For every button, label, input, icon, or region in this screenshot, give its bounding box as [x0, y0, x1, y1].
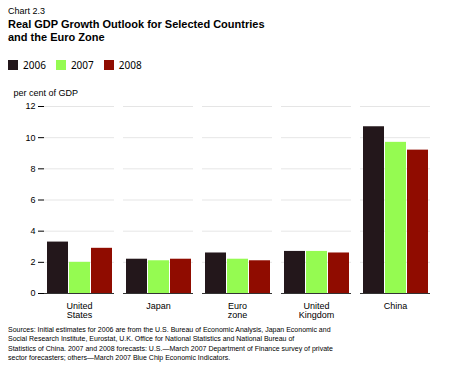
html-text:2008: 2008 [118, 57, 142, 72]
svg-text:UnitedKingdom: UnitedKingdom [299, 301, 335, 320]
svg-text:10: 10 [25, 133, 35, 143]
svg-text:China: China [384, 301, 408, 311]
html-text:Sources: Initial estimates for: Sources: Initial estimates for 2006 are … [8, 326, 333, 361]
svg-text:6: 6 [30, 195, 35, 205]
html-text:2007: 2007 [70, 57, 94, 72]
html-text:Chart 2.3: Chart 2.3 [8, 6, 45, 16]
html-text:2006: 2006 [23, 57, 46, 72]
html-text:Real GDP Growth Outlook for Se: Real GDP Growth Outlook for Selected Cou… [8, 18, 265, 44]
svg-text:per cent of GDP: per cent of GDP [14, 88, 79, 98]
svg-text:12: 12 [25, 102, 35, 112]
svg-text:2: 2 [30, 258, 35, 268]
svg-text:UnitedStates: UnitedStates [66, 301, 92, 320]
svg-text:Eurozone: Eurozone [228, 301, 248, 320]
svg-text:8: 8 [30, 164, 35, 174]
svg-text:Japan: Japan [146, 301, 171, 311]
svg-text:0: 0 [30, 289, 35, 299]
svg-text:4: 4 [30, 226, 35, 236]
